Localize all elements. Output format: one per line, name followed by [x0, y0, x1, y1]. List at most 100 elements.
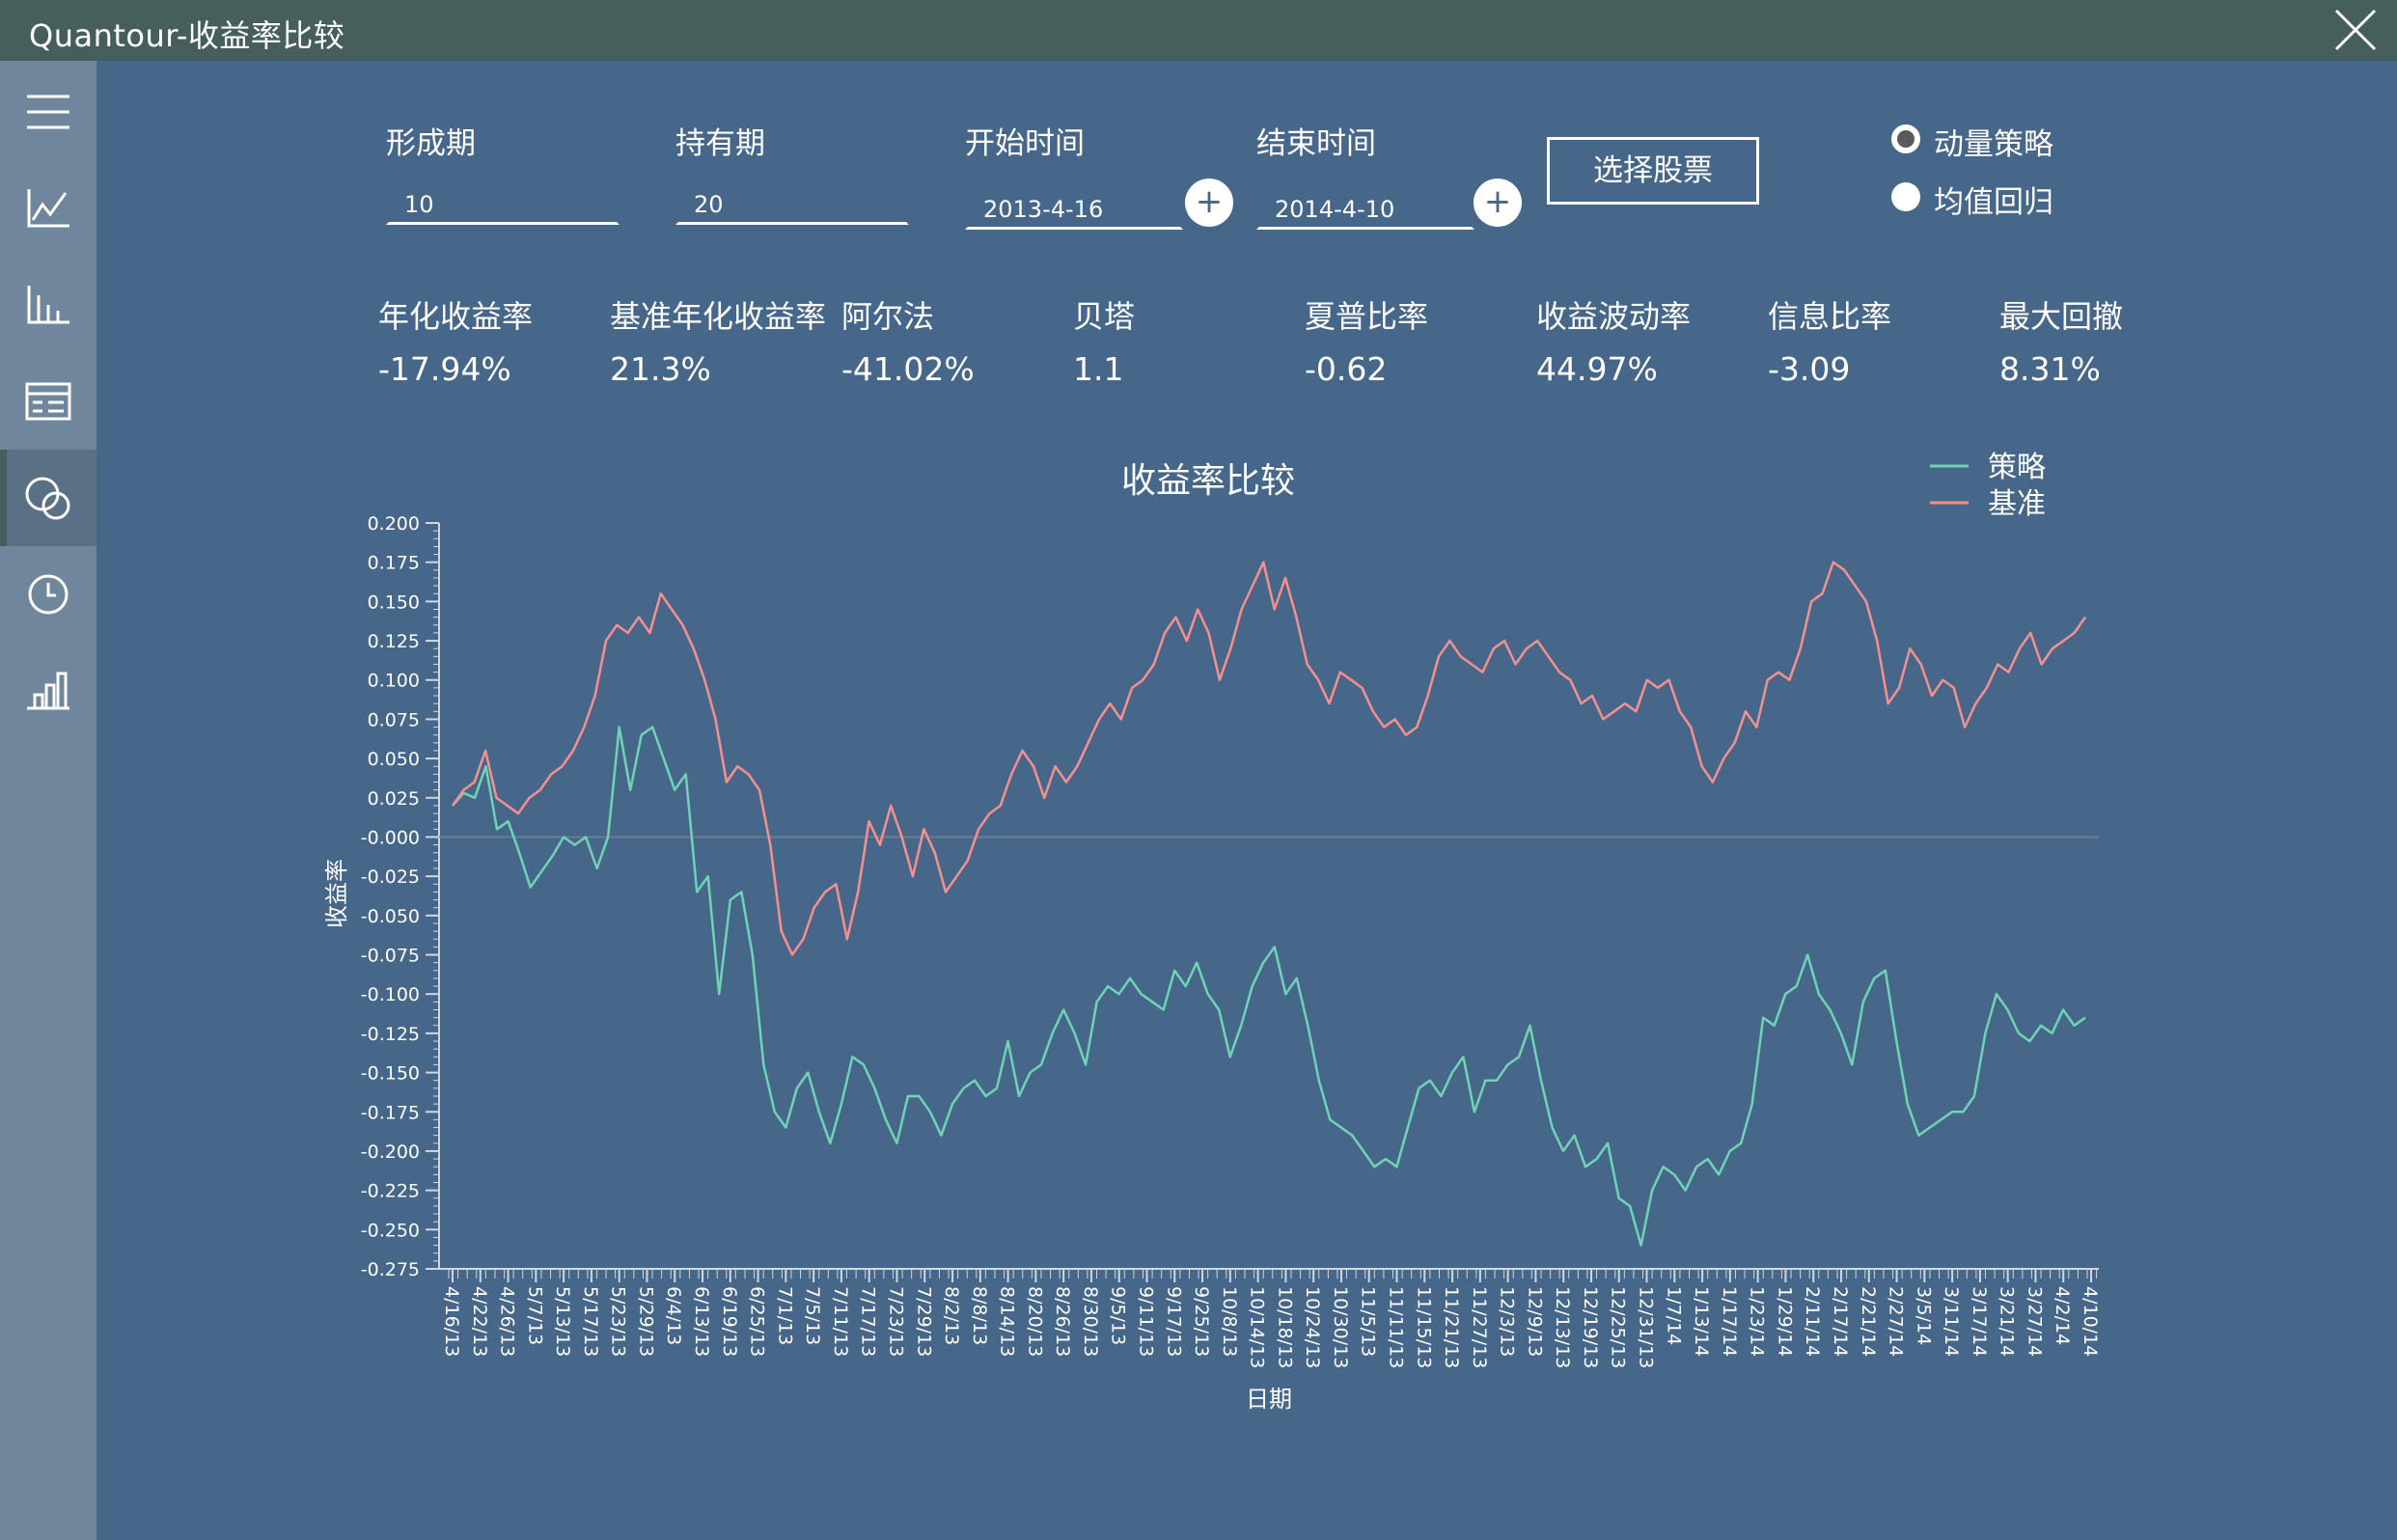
- sidebar-item-table[interactable]: [0, 353, 96, 450]
- x-tick-label: 8/14/13: [997, 1286, 1018, 1357]
- x-tick-label: 1/7/14: [1663, 1286, 1684, 1345]
- sidebar-item-histogram[interactable]: [0, 643, 96, 739]
- formation-period-input[interactable]: [386, 186, 620, 225]
- holding-period-input[interactable]: [675, 186, 909, 225]
- y-tick-label: -0.150: [361, 1063, 420, 1085]
- start-date-picker-button[interactable]: +: [1185, 179, 1233, 227]
- clock-icon: [28, 574, 69, 615]
- x-tick-label: 9/25/13: [1191, 1286, 1212, 1357]
- x-tick-label: 8/30/13: [1080, 1286, 1101, 1357]
- y-tick-label: 0.075: [368, 709, 420, 730]
- select-stock-button[interactable]: 选择股票: [1547, 137, 1759, 205]
- start-date-input[interactable]: [965, 191, 1183, 230]
- end-date-label: 结束时间: [1256, 126, 1376, 161]
- x-tick-label: 10/30/13: [1330, 1286, 1351, 1368]
- sidebar-item-bar-chart[interactable]: [0, 257, 96, 353]
- x-tick-label: 3/11/14: [1941, 1286, 1962, 1357]
- x-tick-label: 7/29/13: [913, 1286, 934, 1357]
- x-tick-label: 4/22/13: [469, 1286, 490, 1357]
- x-tick-label: 5/13/13: [552, 1286, 573, 1357]
- x-tick-label: 4/26/13: [497, 1286, 518, 1357]
- metric-beta-label: 贝塔: [1073, 298, 1136, 335]
- y-tick-label: -0.050: [361, 906, 420, 927]
- plus-icon: +: [1483, 182, 1512, 221]
- compare-circles-icon: [25, 477, 70, 520]
- x-tick-label: 8/2/13: [941, 1286, 962, 1345]
- y-tick-label: 0.100: [368, 671, 420, 692]
- radio-momentum-label: 动量策略: [1934, 127, 2053, 162]
- x-tick-label: 7/1/13: [774, 1286, 795, 1345]
- metric-annual-return-value: -17.94%: [378, 350, 511, 388]
- x-tick-label: 10/18/13: [1274, 1286, 1295, 1368]
- y-tick-label: 0.150: [368, 591, 420, 613]
- x-tick-label: 4/10/14: [2080, 1286, 2101, 1357]
- y-tick-label: 0.200: [368, 513, 420, 535]
- y-tick-label: -0.275: [361, 1259, 420, 1280]
- sidebar-item-menu[interactable]: [0, 64, 96, 160]
- x-tick-label: 1/17/14: [1719, 1286, 1740, 1357]
- x-tick-label: 12/3/13: [1497, 1286, 1518, 1357]
- y-tick-label: 0.025: [368, 788, 420, 810]
- line-chart-icon: [27, 189, 69, 228]
- y-tick-label: -0.125: [361, 1024, 420, 1045]
- x-tick-label: 6/4/13: [663, 1286, 684, 1345]
- x-tick-label: 1/13/14: [1691, 1286, 1712, 1357]
- metric-volatility-value: 44.97%: [1536, 350, 1658, 388]
- sidebar-item-line-chart[interactable]: [0, 160, 96, 257]
- legend-label-benchmark: 基准: [1988, 487, 2046, 521]
- end-date-input[interactable]: [1256, 191, 1474, 230]
- x-tick-label: 11/11/13: [1386, 1286, 1407, 1368]
- x-tick-label: 12/9/13: [1524, 1286, 1545, 1357]
- metric-max-drawdown-value: 8.31%: [1999, 350, 2101, 388]
- metric-sharpe-value: -0.62: [1305, 350, 1388, 388]
- x-tick-label: 5/29/13: [635, 1286, 656, 1357]
- close-icon: [2334, 9, 2377, 51]
- metric-benchmark-return-label: 基准年化收益率: [610, 298, 827, 335]
- sidebar-item-compare[interactable]: [0, 450, 96, 546]
- y-tick-label: -0.225: [361, 1181, 420, 1202]
- x-tick-label: 6/13/13: [691, 1286, 712, 1357]
- end-date-picker-button[interactable]: +: [1474, 179, 1522, 227]
- bar-chart-icon: [27, 286, 69, 324]
- radio-selected-dot: [1897, 130, 1915, 148]
- x-tick-label: 7/23/13: [885, 1286, 906, 1357]
- y-tick-label: -0.025: [361, 866, 420, 888]
- metric-alpha-value: -41.02%: [841, 350, 975, 388]
- metric-annual-return-label: 年化收益率: [378, 298, 534, 335]
- y-tick-label: -0.100: [361, 984, 420, 1005]
- x-tick-label: 2/27/14: [1886, 1286, 1907, 1357]
- x-tick-label: 10/14/13: [1247, 1286, 1268, 1368]
- y-tick-label: -0.200: [361, 1141, 420, 1163]
- sidebar: [0, 61, 96, 1540]
- x-tick-label: 9/17/13: [1163, 1286, 1184, 1357]
- x-tick-label: 9/5/13: [1108, 1286, 1129, 1345]
- x-tick-label: 3/5/14: [1913, 1286, 1934, 1345]
- metric-benchmark-return-value: 21.3%: [610, 350, 711, 388]
- x-tick-label: 1/23/14: [1747, 1286, 1768, 1357]
- y-tick-label: -0.000: [361, 827, 420, 848]
- formation-period-label: 形成期: [386, 126, 476, 161]
- x-tick-label: 3/17/14: [1969, 1286, 1990, 1357]
- sidebar-item-history[interactable]: [0, 546, 96, 643]
- y-tick-label: 0.125: [368, 631, 420, 652]
- chart-title: 收益率比较: [1121, 461, 1295, 501]
- close-button[interactable]: [2331, 6, 2380, 54]
- x-tick-label: 4/2/14: [2052, 1286, 2073, 1345]
- x-tick-label: 8/8/13: [969, 1286, 990, 1345]
- y-axis-label: 收益率: [323, 859, 350, 928]
- metric-volatility-label: 收益波动率: [1536, 298, 1692, 335]
- x-tick-label: 12/19/13: [1580, 1286, 1601, 1368]
- x-tick-label: 12/25/13: [1608, 1286, 1629, 1368]
- start-date-label: 开始时间: [965, 126, 1085, 161]
- title-bar: Quantour-收益率比较: [0, 0, 2397, 61]
- histogram-icon: [27, 672, 69, 710]
- radio-momentum[interactable]: [1891, 124, 1920, 153]
- x-tick-label: 8/26/13: [1052, 1286, 1073, 1357]
- table-icon: [25, 382, 71, 421]
- x-tick-label: 12/31/13: [1636, 1286, 1657, 1368]
- menu-icon: [27, 95, 69, 129]
- radio-mean-reversion[interactable]: [1891, 182, 1920, 211]
- window-title: Quantour-收益率比较: [29, 17, 345, 54]
- x-tick-label: 2/21/14: [1858, 1286, 1879, 1357]
- x-tick-label: 2/17/14: [1830, 1286, 1851, 1357]
